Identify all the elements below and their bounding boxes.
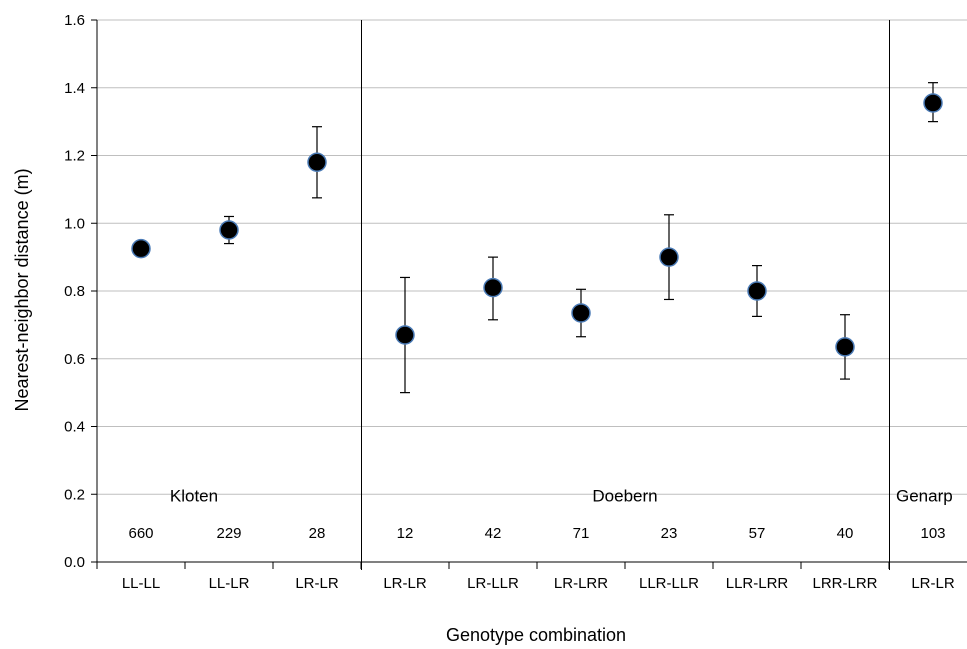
x-tick-label: LRR-LRR <box>812 575 877 592</box>
count-label: 71 <box>573 525 590 542</box>
data-point <box>747 281 767 301</box>
y-axis-title: Nearest-neighbor distance (m) <box>12 168 32 411</box>
x-tick-label: LR-LRR <box>554 575 608 592</box>
x-tick-label: LR-LLR <box>467 575 519 592</box>
data-point <box>923 93 943 113</box>
group-dividers <box>361 20 890 570</box>
y-tick-label: 1.4 <box>64 80 85 97</box>
axes <box>91 19 967 569</box>
group-label: Genarp <box>896 486 953 505</box>
count-label: 660 <box>128 525 153 542</box>
y-tick-label: 0.0 <box>64 554 85 571</box>
x-tick-label: LR-LR <box>383 575 427 592</box>
data-points <box>131 93 943 357</box>
count-label: 103 <box>920 525 945 542</box>
group-label: Kloten <box>170 486 218 505</box>
y-tick-label: 1.0 <box>64 215 85 232</box>
data-point <box>835 337 855 357</box>
data-point <box>483 277 503 298</box>
error-bars <box>224 82 938 394</box>
group-label: Doebern <box>592 486 657 505</box>
y-tick-label: 0.4 <box>64 419 85 436</box>
x-tick-label: LLR-LRR <box>726 575 789 592</box>
y-tick-label: 0.6 <box>64 351 85 368</box>
x-tick-labels: LL-LL LL-LR LR-LR LR-LR LR-LLR LR-LRR LLR-LLR L… <box>122 575 955 592</box>
data-point <box>659 247 679 267</box>
count-label: 12 <box>397 525 414 542</box>
x-tick-label: LL-LR <box>209 575 250 592</box>
count-label: 57 <box>749 525 766 542</box>
count-label: 40 <box>837 525 854 542</box>
x-tick-label: LLR-LLR <box>639 575 699 592</box>
y-tick-label: 1.2 <box>64 148 85 165</box>
x-tick-label: LL-LL <box>122 575 160 592</box>
x-axis-title: Genotype combination <box>446 625 626 645</box>
gridlines <box>97 19 967 495</box>
y-tick-label: 0.8 <box>64 283 85 300</box>
y-tick-labels: 0.0 0.2 0.4 0.6 0.8 1.0 1.2 1.4 1.6 <box>64 12 85 571</box>
x-tick-label: LR-LR <box>911 575 955 592</box>
y-tick-label: 1.6 <box>64 12 85 29</box>
count-label: 42 <box>485 525 502 542</box>
group-labels: Kloten Doebern Genarp <box>170 486 953 505</box>
data-point <box>219 220 239 240</box>
x-tick-label: LR-LR <box>295 575 339 592</box>
count-label: 229 <box>216 525 241 542</box>
count-label: 28 <box>309 525 326 542</box>
count-labels: 660 229 28 12 42 71 23 57 40 103 <box>128 525 945 542</box>
data-point <box>571 303 591 323</box>
data-point <box>395 325 415 345</box>
count-label: 23 <box>661 525 678 542</box>
y-tick-label: 0.2 <box>64 486 85 503</box>
data-point <box>307 152 327 173</box>
data-point <box>131 238 151 259</box>
